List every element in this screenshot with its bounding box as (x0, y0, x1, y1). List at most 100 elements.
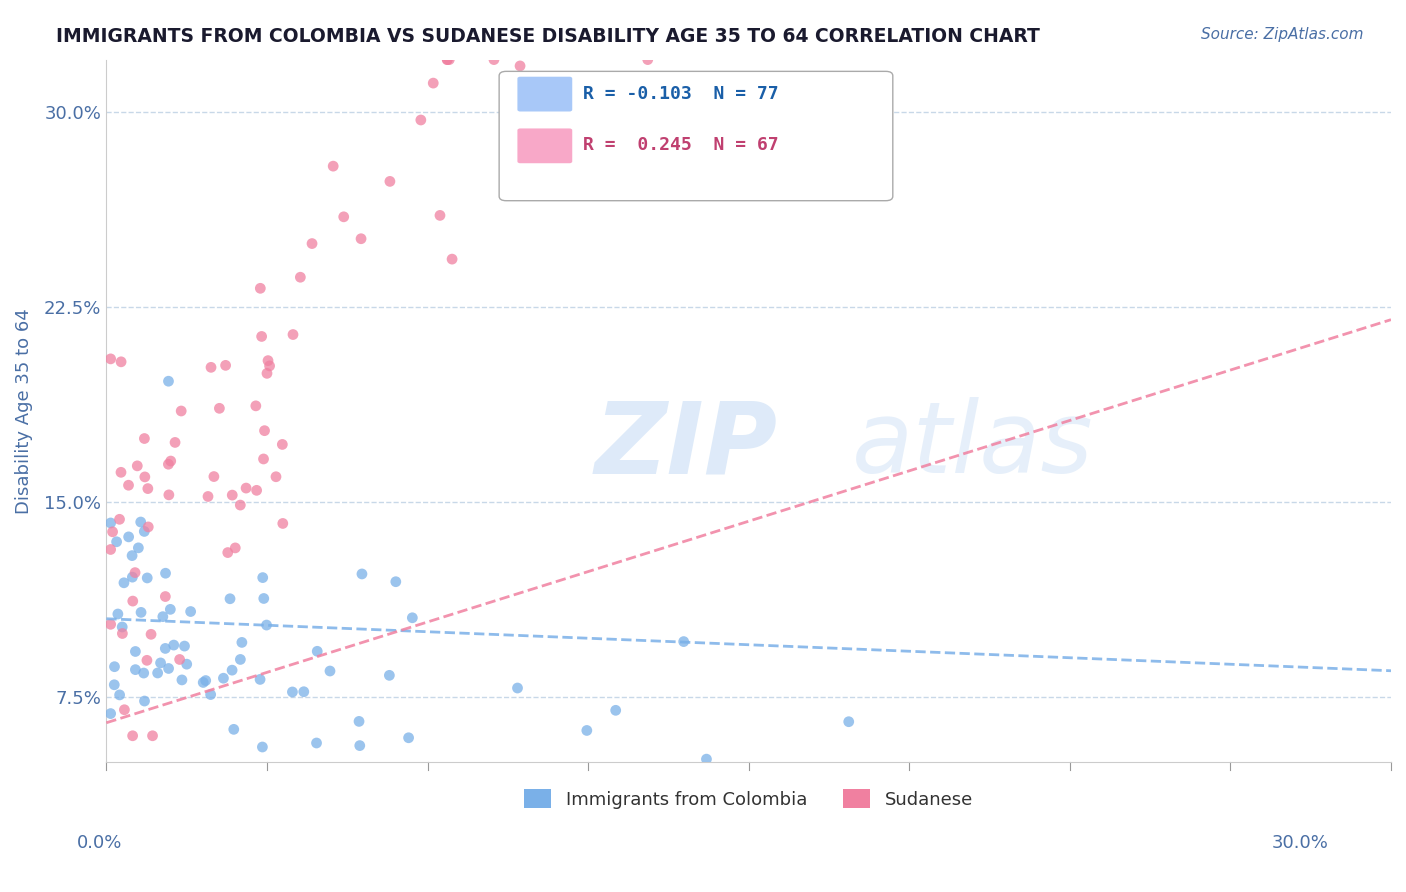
Point (100, 351, 122, 366)
Point (281, 685, 304, 699)
Point (100, 617, 122, 632)
Point (124, 566, 146, 580)
Point (637, 53, 659, 67)
Point (436, 53, 458, 67)
Point (146, 665, 169, 680)
Point (197, 490, 219, 504)
Point (159, 602, 181, 616)
Point (217, 545, 239, 559)
Point (322, 159, 344, 173)
Point (155, 641, 177, 656)
Point (253, 424, 276, 438)
Point (134, 470, 156, 484)
Point (439, 53, 461, 67)
Point (575, 723, 598, 738)
Point (136, 571, 159, 585)
Point (332, 210, 354, 224)
Point (695, 752, 717, 766)
Point (359, 780, 381, 795)
Point (249, 281, 271, 295)
Point (101, 524, 124, 539)
Text: 30.0%: 30.0% (1272, 834, 1329, 852)
Point (121, 729, 143, 743)
Text: atlas: atlas (852, 397, 1092, 494)
Point (231, 635, 253, 649)
Point (307, 644, 329, 658)
Point (136, 482, 159, 496)
Text: IMMIGRANTS FROM COLOMBIA VS SUDANESE DISABILITY AGE 35 TO 64 CORRELATION CHART: IMMIGRANTS FROM COLOMBIA VS SUDANESE DIS… (56, 27, 1040, 45)
Point (134, 432, 156, 446)
Point (170, 673, 193, 687)
Point (155, 590, 177, 604)
Point (169, 652, 191, 666)
Point (108, 688, 131, 702)
Point (441, 252, 464, 266)
Point (202, 469, 225, 483)
Point (152, 609, 174, 624)
Point (110, 355, 132, 369)
Point (100, 542, 122, 557)
Point (208, 401, 231, 416)
Point (235, 481, 257, 495)
Point (481, 780, 503, 795)
Point (127, 541, 149, 555)
Point (121, 549, 143, 563)
Point (256, 367, 278, 381)
Point (319, 664, 342, 678)
Point (103, 678, 125, 692)
Point (271, 516, 294, 531)
Point (124, 663, 146, 677)
Point (157, 457, 180, 471)
Text: ZIP: ZIP (595, 397, 778, 494)
Point (321, 780, 343, 795)
Point (194, 673, 217, 688)
Point (129, 606, 152, 620)
Point (221, 663, 243, 677)
Point (301, 236, 323, 251)
Point (129, 515, 152, 529)
Point (159, 454, 181, 468)
Point (124, 644, 146, 658)
Point (180, 605, 202, 619)
Point (398, 731, 420, 745)
Point (347, 714, 370, 729)
Point (349, 739, 371, 753)
Point (610, 778, 633, 792)
Point (121, 570, 143, 584)
Point (165, 435, 187, 450)
Point (157, 374, 180, 388)
Point (838, 714, 860, 729)
Point (257, 353, 280, 368)
Point (136, 520, 159, 534)
Point (221, 488, 243, 502)
Text: R = -0.103  N = 77: R = -0.103 N = 77 (583, 85, 779, 103)
Point (252, 571, 274, 585)
Point (170, 404, 193, 418)
Point (112, 703, 135, 717)
Point (422, 76, 444, 90)
Point (409, 113, 432, 128)
Point (136, 653, 159, 667)
Point (252, 739, 274, 754)
Point (111, 626, 134, 640)
Point (149, 656, 172, 670)
Point (350, 566, 373, 581)
Point (200, 360, 222, 375)
Point (173, 639, 195, 653)
Point (253, 591, 276, 606)
Text: Source: ZipAtlas.com: Source: ZipAtlas.com (1201, 27, 1364, 42)
Point (436, 53, 458, 67)
Point (246, 483, 269, 498)
Point (250, 329, 273, 343)
Point (134, 524, 156, 539)
Point (229, 498, 252, 512)
Point (100, 706, 122, 721)
Point (111, 620, 134, 634)
Point (290, 270, 312, 285)
Point (350, 232, 373, 246)
Point (163, 638, 186, 652)
Point (245, 399, 267, 413)
Point (110, 465, 132, 479)
Text: R =  0.245  N = 67: R = 0.245 N = 67 (583, 136, 779, 154)
Point (157, 488, 180, 502)
